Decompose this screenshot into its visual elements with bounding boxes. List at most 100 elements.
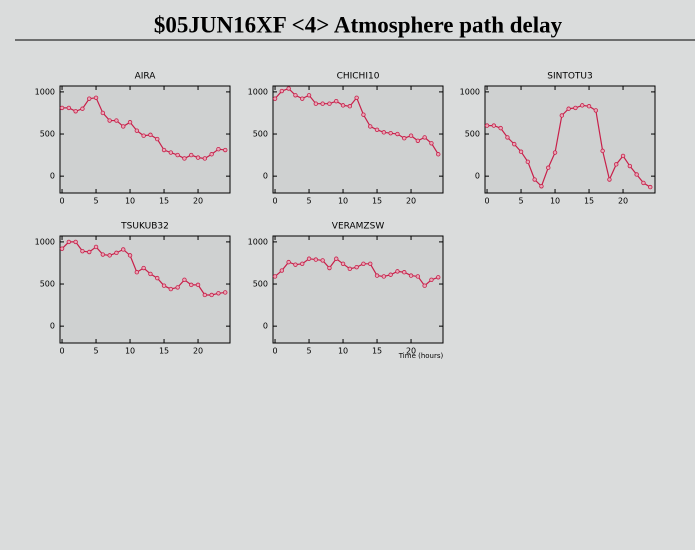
y-tick-label: 1000: [248, 237, 268, 246]
x-tick-label: 20: [193, 197, 203, 206]
data-point: [114, 250, 119, 256]
y-tick-label: 0: [263, 172, 268, 181]
x-tick-label: 20: [193, 347, 203, 356]
data-point: [87, 96, 92, 101]
x-tick-label: 20: [406, 197, 416, 206]
data-point: [73, 109, 78, 114]
x-tick-label: 0: [272, 347, 277, 356]
data-point: [347, 104, 353, 109]
data-point: [114, 118, 119, 123]
data-point: [66, 239, 72, 245]
data-point: [408, 133, 414, 138]
x-tick-label: 10: [125, 197, 135, 206]
data-point: [436, 152, 441, 157]
x-tick-label: 15: [372, 347, 382, 356]
data-point: [141, 133, 146, 138]
data-point: [368, 261, 373, 267]
x-axis-label: Time (hours): [398, 352, 444, 360]
y-tick-label: 1000: [35, 237, 55, 246]
data-point: [361, 112, 366, 117]
data-point: [286, 259, 291, 265]
x-tick-label: 0: [59, 197, 64, 206]
data-point: [223, 290, 228, 295]
data-point: [368, 124, 373, 129]
data-point: [334, 98, 339, 104]
y-tick-label: 500: [40, 130, 55, 139]
data-point: [87, 249, 92, 255]
data-point: [216, 291, 221, 296]
data-point: [505, 135, 510, 140]
data-point: [627, 163, 633, 169]
data-point: [80, 248, 85, 254]
data-point: [182, 156, 187, 161]
data-point: [279, 88, 285, 94]
data-point: [134, 270, 140, 275]
data-point: [209, 152, 214, 157]
data-point: [381, 274, 387, 279]
data-point: [107, 253, 112, 258]
data-point: [134, 128, 140, 133]
y-tick-label: 1000: [35, 87, 55, 96]
plot-area: [484, 85, 656, 194]
data-point: [155, 136, 160, 142]
data-point: [388, 272, 393, 277]
x-tick-label: 10: [338, 197, 348, 206]
data-point: [525, 159, 531, 165]
data-point: [340, 261, 346, 267]
data-point: [148, 271, 153, 277]
x-tick-label: 15: [584, 197, 594, 206]
data-point: [175, 152, 180, 158]
chart-title: SINTOTU3: [547, 72, 593, 82]
y-tick-label: 0: [50, 172, 55, 181]
data-point: [327, 101, 332, 106]
data-point: [223, 147, 228, 153]
data-point: [374, 273, 380, 278]
data-point: [484, 123, 490, 128]
data-point: [306, 93, 312, 98]
data-point: [168, 150, 174, 155]
data-point: [422, 283, 427, 288]
data-point: [209, 292, 214, 298]
data-point: [518, 149, 524, 154]
plot-area: [272, 85, 444, 194]
data-point: [155, 275, 160, 281]
data-point: [293, 262, 298, 267]
y-tick-label: 0: [475, 172, 480, 181]
data-point: [395, 269, 400, 274]
data-point: [512, 141, 517, 147]
data-point: [347, 266, 353, 272]
y-tick-label: 500: [253, 280, 268, 289]
data-point: [306, 256, 312, 261]
data-point: [300, 96, 305, 101]
x-tick-label: 20: [618, 197, 628, 206]
data-point: [354, 264, 359, 270]
data-point: [80, 106, 85, 111]
data-point: [141, 265, 146, 271]
y-tick-label: 1000: [460, 87, 480, 96]
y-tick-label: 0: [50, 322, 55, 331]
x-tick-label: 15: [159, 197, 169, 206]
data-point: [580, 103, 585, 108]
data-point: [320, 258, 325, 263]
data-point: [539, 184, 544, 189]
data-point: [320, 101, 325, 106]
data-point: [559, 113, 565, 118]
data-point: [361, 261, 366, 267]
data-point: [566, 106, 571, 111]
data-point: [107, 118, 112, 123]
data-point: [161, 147, 167, 153]
x-tick-label: 0: [272, 197, 277, 206]
chart-title: AIRA: [135, 72, 157, 82]
data-point: [313, 101, 319, 106]
x-tick-label: 5: [306, 197, 311, 206]
data-point: [402, 270, 407, 275]
x-tick-label: 10: [550, 197, 560, 206]
data-point: [272, 96, 278, 101]
data-point: [552, 150, 558, 155]
x-tick-label: 20: [406, 347, 416, 356]
x-tick-label: 5: [93, 347, 98, 356]
x-tick-label: 5: [306, 347, 311, 356]
data-point: [127, 253, 133, 258]
data-point: [313, 257, 319, 262]
